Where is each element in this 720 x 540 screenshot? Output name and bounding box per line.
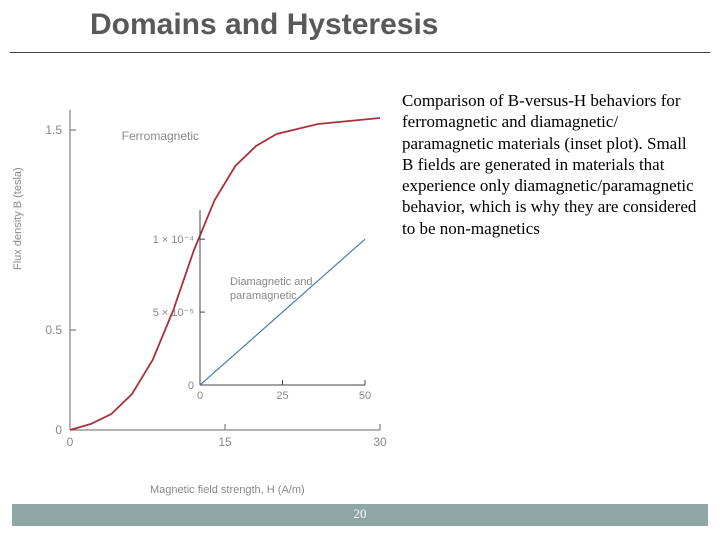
y-axis-label: Flux density B (tesla) [12,167,24,270]
svg-text:0.5: 0.5 [45,323,62,337]
svg-text:30: 30 [373,435,387,449]
slide: Domains and Hysteresis Flux density B (t… [0,0,720,540]
svg-text:0: 0 [55,423,62,437]
chart-svg: 0 15 30 0 0.5 1.5 Ferromagnetic 0 25 50 0 5 × 10⁻⁵ 1… [20,90,390,470]
svg-text:0: 0 [67,435,74,449]
svg-text:Ferromagnetic: Ferromagnetic [122,129,199,143]
footer-bar: 20 [12,504,708,526]
svg-text:15: 15 [218,435,232,449]
svg-text:0: 0 [188,380,194,392]
page-number: 20 [12,506,708,522]
svg-text:25: 25 [276,390,288,402]
svg-text:1 × 10⁻⁴: 1 × 10⁻⁴ [153,234,195,246]
slide-title: Domains and Hysteresis [90,8,438,42]
svg-text:paramagnetic: paramagnetic [230,290,297,302]
svg-text:Diamagnetic and: Diamagnetic and [230,276,313,288]
x-axis-label: Magnetic field strength, H (A/m) [150,484,305,496]
svg-text:5 × 10⁻⁵: 5 × 10⁻⁵ [153,307,194,319]
svg-text:0: 0 [197,390,203,402]
main-chart: Flux density B (tesla) 0153000.51.5Ferro… [20,90,390,490]
title-underline [10,52,710,53]
svg-text:1.5: 1.5 [45,123,62,137]
svg-text:50: 50 [359,390,371,402]
description-text: Comparison of B-versus-H behaviors for f… [402,90,702,239]
